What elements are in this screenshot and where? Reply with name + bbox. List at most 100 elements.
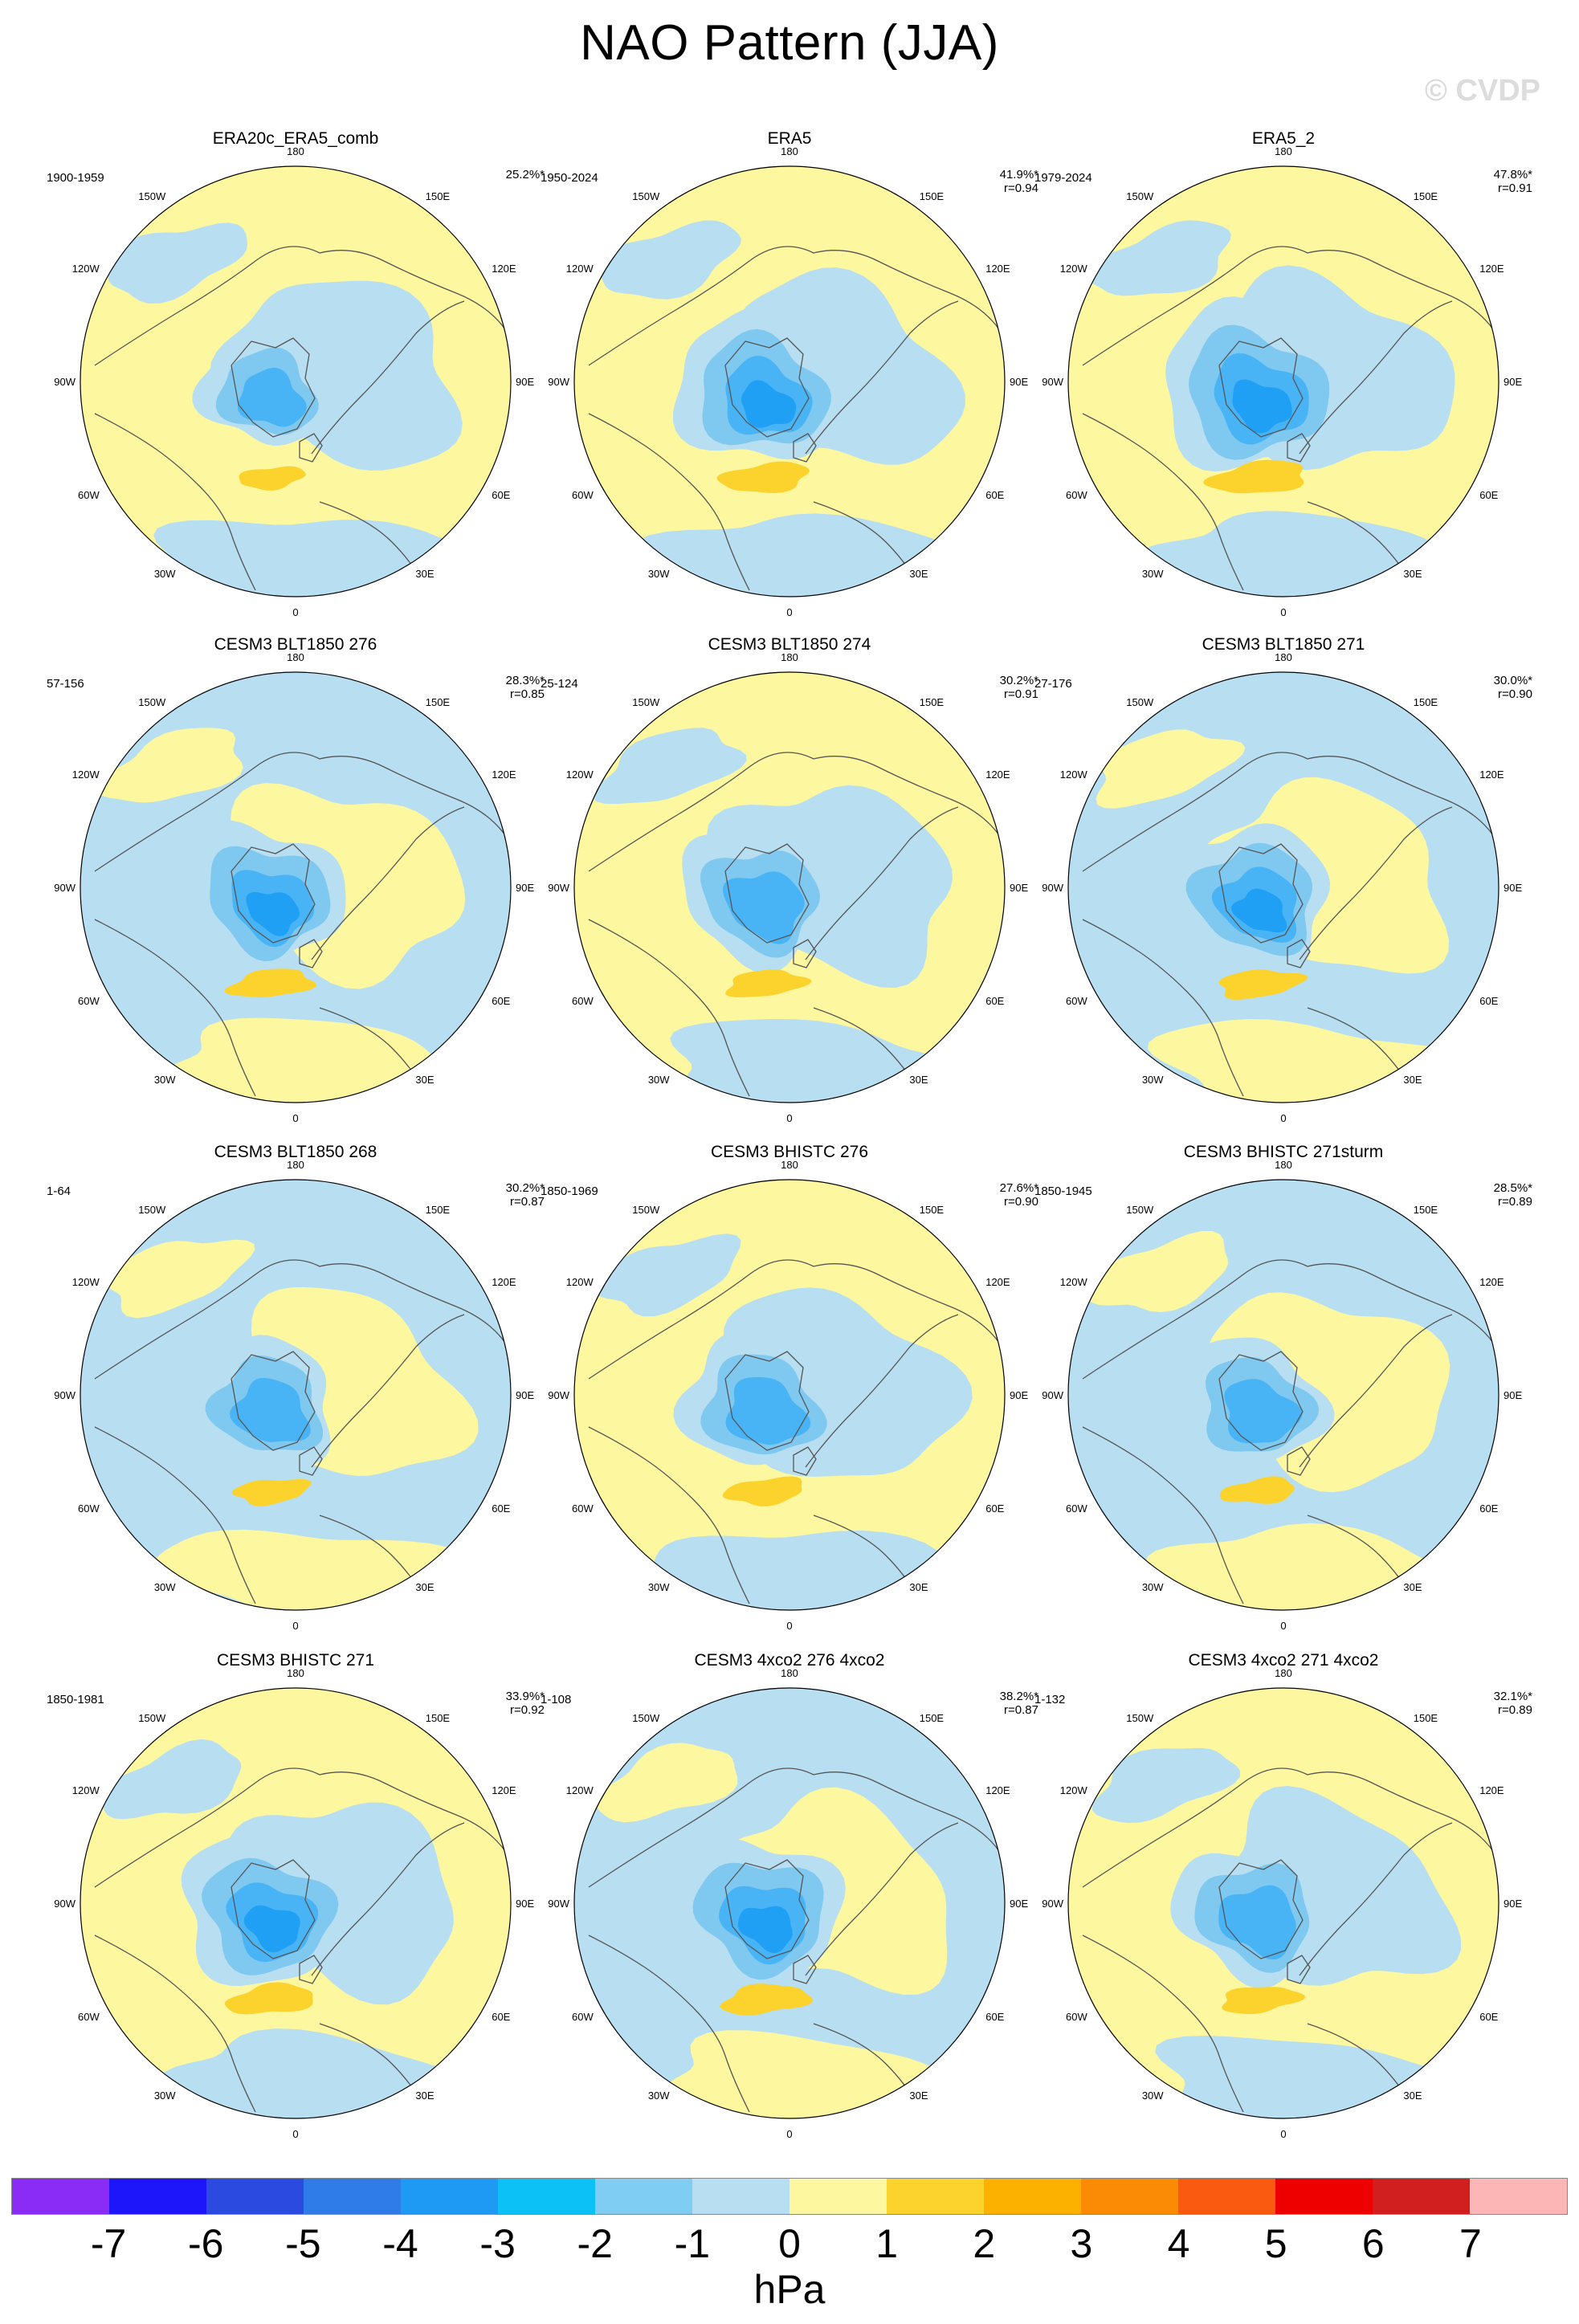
longitude-label: 0 (292, 2128, 298, 2140)
map-panel: ERA20c_ERA5_comb 1900-1959 25.2%* 180 0 90W 90… (47, 129, 545, 638)
longitude-label: 0 (786, 1620, 792, 1632)
longitude-label: 120W (566, 1276, 594, 1288)
panel-variance: 47.8%* r=0.91 (1494, 168, 1532, 195)
panel-title: ERA20c_ERA5_comb (212, 129, 379, 148)
longitude-label: 90E (516, 1389, 534, 1401)
colorbar-tick-label: -5 (285, 2221, 321, 2266)
longitude-label: 150W (1126, 696, 1154, 708)
colorbar-tick-label: -6 (188, 2221, 224, 2266)
longitude-label: 30E (1403, 568, 1422, 580)
longitude-label: 0 (292, 606, 298, 618)
longitude-label: 60W (78, 2011, 100, 2023)
panel-variance: 33.9%* r=0.92 (506, 1690, 545, 1717)
longitude-label: 180 (287, 145, 304, 157)
longitude-label: 150E (426, 1204, 451, 1216)
longitude-label: 60W (572, 995, 594, 1007)
panel-title: CESM3 BHISTC 271sturm (1183, 1143, 1384, 1161)
map-panel: CESM3 BLT1850 274 25-124 30.2%* r=0.91 180 0 9… (541, 635, 1038, 1144)
colorbar-swatch (1178, 2179, 1275, 2214)
panel-title: ERA5 (767, 129, 812, 148)
panel-years: 1850-1969 (541, 1184, 598, 1198)
longitude-label: 180 (1275, 1667, 1292, 1679)
pattern-correlation: r=0.87 (510, 1195, 545, 1209)
longitude-label: 60W (1066, 995, 1087, 1007)
longitude-label: 30W (648, 1074, 670, 1086)
longitude-label: 30E (909, 568, 928, 580)
longitude-label: 180 (1275, 145, 1292, 157)
longitude-label: 90W (1042, 1898, 1063, 1910)
panel-years: 1-132 (1034, 1693, 1066, 1706)
longitude-label: 150E (426, 1712, 451, 1724)
longitude-label: 90E (1010, 1389, 1028, 1401)
pattern-correlation: r=0.94 (1004, 181, 1038, 195)
longitude-label: 120E (985, 263, 1010, 275)
longitude-label: 60W (572, 2011, 594, 2023)
longitude-label: 150W (1126, 1204, 1154, 1216)
longitude-label: 120E (1479, 1784, 1504, 1796)
polar-map: 180 0 90W 90E 150W 120W 60W 30W 150E 120E 60E 30E (54, 1159, 534, 1632)
panel-years: 1850-1981 (47, 1693, 104, 1706)
longitude-label: 120W (72, 1276, 100, 1288)
longitude-label: 0 (786, 2128, 792, 2140)
longitude-label: 120E (985, 769, 1010, 781)
longitude-label: 60E (985, 995, 1004, 1007)
panel-years: 1950-2024 (541, 171, 598, 185)
longitude-label: 120W (72, 1784, 100, 1796)
longitude-label: 60W (78, 489, 100, 501)
longitude-label: 120E (1479, 263, 1504, 275)
colorbar-swatch (401, 2179, 498, 2214)
longitude-label: 90E (1010, 376, 1028, 388)
longitude-label: 150E (1414, 1712, 1438, 1724)
panel-years: 25-124 (541, 677, 578, 691)
longitude-label: 150E (920, 1712, 945, 1724)
map-panel: CESM3 4xco2 276 4xco2 1-108 38.2%* r=0.87 18… (541, 1651, 1038, 2160)
polar-map: 180 0 90W 90E 150W 120W 60W 30W 150E 120E 60E 30E (54, 1667, 534, 2140)
longitude-label: 30E (909, 1074, 928, 1086)
longitude-label: 30W (154, 568, 176, 580)
panel-variance: 30.0%* r=0.90 (1494, 674, 1532, 701)
panel-variance: 25.2%* (506, 168, 545, 181)
variance-explained: 38.2%* (999, 1690, 1038, 1703)
longitude-label: 60E (492, 1502, 510, 1515)
variance-explained: 28.5%* (1493, 1181, 1532, 1195)
panel-years: 1850-1945 (1034, 1184, 1092, 1198)
colorbar-tick-label: 1 (875, 2221, 899, 2266)
longitude-label: 120E (985, 1784, 1010, 1796)
colorbar-tick-label: 5 (1264, 2221, 1287, 2266)
polar-map: 180 0 90W 90E 150W 120W 60W 30W 150E 120E 60E 30E (1042, 145, 1522, 618)
longitude-label: 90E (1010, 882, 1028, 894)
pattern-correlation: r=0.91 (1004, 687, 1038, 701)
panel-years: 1979-2024 (1034, 171, 1092, 185)
longitude-label: 0 (1280, 1112, 1286, 1124)
longitude-label: 120E (492, 769, 516, 781)
variance-explained: 41.9%* (999, 168, 1038, 181)
longitude-label: 90E (1504, 376, 1522, 388)
longitude-label: 60E (492, 2011, 510, 2023)
longitude-label: 0 (1280, 1620, 1286, 1632)
longitude-label: 150E (920, 190, 945, 202)
longitude-label: 0 (786, 606, 792, 618)
longitude-label: 120W (1060, 769, 1088, 781)
polar-map: 180 0 90W 90E 150W 120W 60W 30W 150E 120E 60E 30E (1042, 1667, 1522, 2140)
panel-title: CESM3 4xco2 271 4xco2 (1188, 1651, 1379, 1670)
longitude-label: 30E (415, 568, 434, 580)
pattern-correlation: r=0.87 (1004, 1703, 1038, 1717)
colorbar-swatch (1373, 2179, 1470, 2214)
longitude-label: 90W (54, 1898, 75, 1910)
longitude-label: 120W (72, 769, 100, 781)
longitude-label: 150E (920, 696, 945, 708)
longitude-label: 30W (648, 2090, 670, 2102)
longitude-label: 150E (920, 1204, 945, 1216)
colorbar-tick-label: -3 (479, 2221, 516, 2266)
colorbar-swatch (1470, 2179, 1567, 2214)
polar-map: 180 0 90W 90E 150W 120W 60W 30W 150E 120E 60E 30E (54, 145, 534, 618)
longitude-label: 0 (1280, 606, 1286, 618)
longitude-label: 90E (1504, 1898, 1522, 1910)
longitude-label: 150W (632, 1712, 660, 1724)
colorbar-tick-label: 6 (1361, 2221, 1385, 2266)
longitude-label: 90W (54, 882, 75, 894)
variance-explained: 47.8%* (1493, 168, 1532, 181)
longitude-label: 180 (1275, 1159, 1292, 1171)
panel-years: 1-64 (47, 1184, 71, 1198)
longitude-label: 150E (426, 696, 451, 708)
